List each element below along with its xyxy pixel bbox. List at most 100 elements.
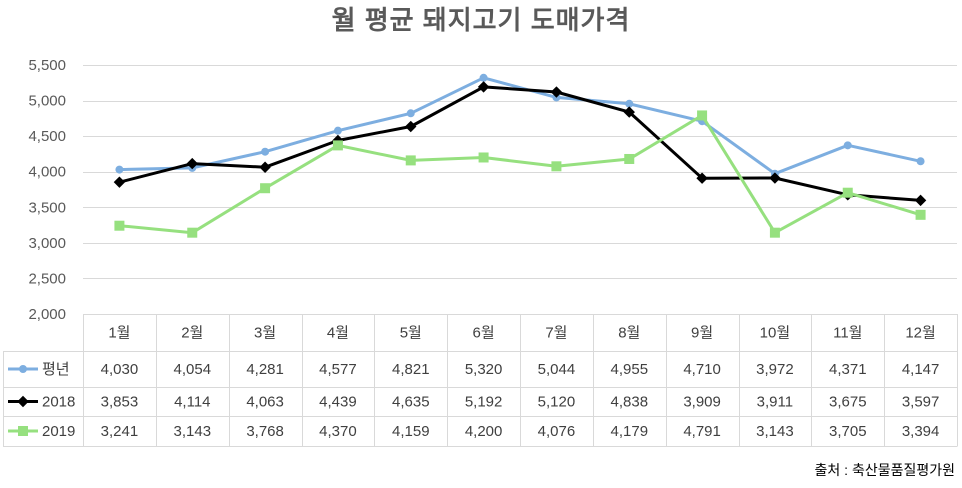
table-value: 4,076 xyxy=(538,423,576,440)
table-value: 3,241 xyxy=(101,423,139,440)
data-point xyxy=(186,157,198,170)
table-value: 3,394 xyxy=(902,423,940,440)
table-value: 4,063 xyxy=(246,394,284,411)
series-layer xyxy=(113,73,927,238)
y-axis: 2,000 2,500 3,000 3,500 4,000 4,500 5,000 5,500 xyxy=(28,57,66,323)
data-point xyxy=(915,209,926,220)
data-point xyxy=(625,99,634,108)
x-tick-label: 9월 xyxy=(691,325,713,342)
table-value: 5,192 xyxy=(465,394,503,411)
table-value: 4,370 xyxy=(319,423,357,440)
data-point xyxy=(623,106,635,118)
table-value: 4,955 xyxy=(611,361,649,378)
x-tick-label: 10월 xyxy=(760,325,791,342)
line-series-2 xyxy=(117,85,923,202)
table-value: 4,710 xyxy=(683,361,721,378)
source-note: 출처 : 축산물품질평가원 xyxy=(814,462,955,478)
data-point xyxy=(259,161,271,173)
legend-label: 2019 xyxy=(42,423,75,440)
chart-title: 월 평균 돼지고기 도매가격 xyxy=(331,5,631,35)
table-value: 4,439 xyxy=(319,394,357,411)
y-tick-label: 4,500 xyxy=(28,128,66,145)
data-point xyxy=(914,194,927,207)
data-point xyxy=(479,73,488,82)
table-value: 5,044 xyxy=(538,361,576,378)
data-point xyxy=(478,152,489,163)
table-value: 4,577 xyxy=(319,361,357,378)
x-tick-label: 4월 xyxy=(327,325,349,342)
table-value: 3,143 xyxy=(174,423,212,440)
legend-key-marker xyxy=(18,426,28,436)
data-point xyxy=(114,220,125,231)
x-tick-label: 1월 xyxy=(108,325,130,342)
table-value: 4,054 xyxy=(174,361,212,378)
table-value: 4,114 xyxy=(174,394,210,411)
legend-key: 2019 xyxy=(8,423,75,440)
table-value: 4,791 xyxy=(683,423,721,440)
legend-key: 2018 xyxy=(8,394,75,411)
legend-label: 평년 xyxy=(42,361,70,378)
data-point xyxy=(115,165,124,174)
y-tick-label: 5,500 xyxy=(28,57,66,74)
data-point xyxy=(842,187,853,198)
table-value: 3,143 xyxy=(756,423,794,440)
data-point xyxy=(333,126,342,135)
x-tick-label: 2월 xyxy=(181,325,203,342)
data-point xyxy=(697,110,708,121)
table-value: 3,705 xyxy=(829,423,867,440)
data-point xyxy=(332,140,343,151)
table-value: 4,147 xyxy=(902,361,940,378)
gridlines xyxy=(83,65,957,315)
x-tick-label: 3월 xyxy=(254,325,276,342)
table-value: 3,768 xyxy=(246,423,284,440)
x-tick-label: 8월 xyxy=(618,325,640,342)
data-point xyxy=(769,227,780,238)
data-point xyxy=(405,120,417,133)
y-tick-label: 2,500 xyxy=(28,270,66,287)
table-value: 3,972 xyxy=(756,361,794,378)
data-point xyxy=(843,141,852,150)
table-value: 4,200 xyxy=(465,423,503,440)
legend-key-marker xyxy=(17,395,29,408)
y-tick-label: 2,000 xyxy=(28,306,66,323)
table-value: 3,909 xyxy=(683,394,721,411)
legend-key-marker xyxy=(19,365,27,373)
data-point xyxy=(916,157,925,166)
table-value: 3,911 xyxy=(757,394,793,411)
x-tick-label: 6월 xyxy=(473,325,495,342)
x-tick-label: 11월 xyxy=(833,325,862,342)
data-point xyxy=(550,86,563,98)
table-value: 4,281 xyxy=(246,361,284,378)
y-tick-label: 5,000 xyxy=(28,93,66,110)
table-value: 4,371 xyxy=(829,361,867,378)
y-tick-label: 3,500 xyxy=(28,199,66,216)
data-point xyxy=(260,183,271,194)
line-series-3 xyxy=(117,113,923,235)
line-series-1 xyxy=(117,76,923,176)
table-value: 3,853 xyxy=(101,394,139,411)
x-tick-label: 12월 xyxy=(905,325,936,342)
legend-key: 평년 xyxy=(8,361,70,378)
data-point xyxy=(624,153,635,164)
table-value: 3,675 xyxy=(829,394,867,411)
data-point xyxy=(406,109,415,118)
table-value: 4,838 xyxy=(611,394,649,411)
table-value: 5,320 xyxy=(465,361,503,378)
x-tick-label: 7월 xyxy=(545,325,567,342)
legend-label: 2018 xyxy=(42,394,75,411)
data-point xyxy=(405,155,416,166)
data-point xyxy=(113,176,126,188)
table-value: 5,120 xyxy=(538,394,576,411)
data-point xyxy=(551,161,562,172)
table-value: 4,159 xyxy=(392,423,430,440)
data-point xyxy=(769,172,781,184)
table-value: 4,635 xyxy=(392,394,430,411)
table-value: 4,179 xyxy=(611,423,649,440)
table-value: 4,821 xyxy=(392,361,430,378)
y-tick-label: 4,000 xyxy=(28,164,66,181)
data-point xyxy=(187,227,198,238)
data-point xyxy=(696,172,708,184)
data-point xyxy=(477,81,490,93)
